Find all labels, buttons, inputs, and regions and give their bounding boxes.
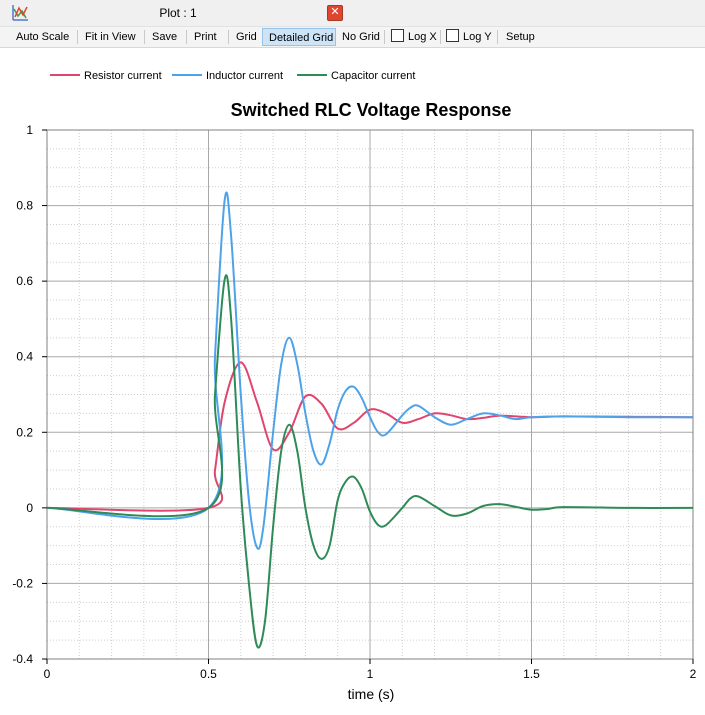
toolbar-separator [440,30,441,44]
window-titlebar: Plot : 1 ✕ [0,0,705,27]
save-button[interactable]: Save [152,31,178,43]
x-tick-label: 0.5 [200,667,217,681]
checkbox-box-icon [391,29,404,42]
series-lines [46,191,694,649]
detailed-grid-button[interactable]: Detailed Grid [262,28,336,46]
toolbar-separator [497,30,498,44]
y-tick-label: 0.4 [16,350,33,364]
x-tick-label: 0 [44,667,51,681]
toolbar-separator [144,30,145,44]
toolbar-separator [228,30,229,44]
y-tick-label: 1 [26,123,33,137]
axes: 0 0.5 1 1.5 2 -0.4 -0.2 0 0.2 0.4 0.6 0.8 1 [12,123,696,681]
setup-button[interactable]: Setup [506,31,535,43]
log-y-checkbox[interactable]: Log Y [446,28,492,46]
x-tick-label: 1 [367,667,374,681]
x-axis-label: time (s) [348,686,395,702]
plot-toolbar: Auto Scale Fit in View Save Print Grid D… [0,27,705,48]
toolbar-separator [186,30,187,44]
legend: Resistor current Inductor current Capacito… [50,70,415,82]
log-x-label: Log X [408,31,437,43]
y-tick-label: -0.4 [12,652,33,666]
inductor-current-line [46,191,694,550]
no-grid-button[interactable]: No Grid [342,31,380,43]
log-x-checkbox[interactable]: Log X [391,28,437,46]
toolbar-separator [384,30,385,44]
chart-title: Switched RLC Voltage Response [231,100,512,120]
plot-app-icon [12,5,28,21]
legend-label-resistor-current: Resistor current [84,70,162,82]
checkbox-box-icon [446,29,459,42]
x-tick-label: 2 [690,667,697,681]
print-button[interactable]: Print [194,31,217,43]
y-tick-label: 0.8 [16,199,33,213]
capacitor-current-line [46,274,694,649]
plot-area[interactable]: 0 0.5 1 1.5 2 -0.4 -0.2 0 0.2 0.4 0.6 0.8 1 Resistor… [0,48,705,715]
grid-button[interactable]: Grid [236,31,257,43]
legend-label-inductor-current: Inductor current [206,70,283,82]
legend-label-capacitor-current: Capacitor current [331,70,415,82]
y-tick-label: 0.6 [16,274,33,288]
auto-scale-button[interactable]: Auto Scale [16,31,70,43]
y-tick-label: 0.2 [16,425,33,439]
x-tick-label: 1.5 [523,667,540,681]
log-y-label: Log Y [463,31,492,43]
y-tick-label: -0.2 [12,576,33,590]
close-icon[interactable]: ✕ [327,5,343,21]
grid [46,129,694,660]
fit-in-view-button[interactable]: Fit in View [85,31,136,43]
window-title: Plot : 1 [159,6,197,20]
y-tick-label: 0 [26,501,33,515]
toolbar-separator [77,30,78,44]
